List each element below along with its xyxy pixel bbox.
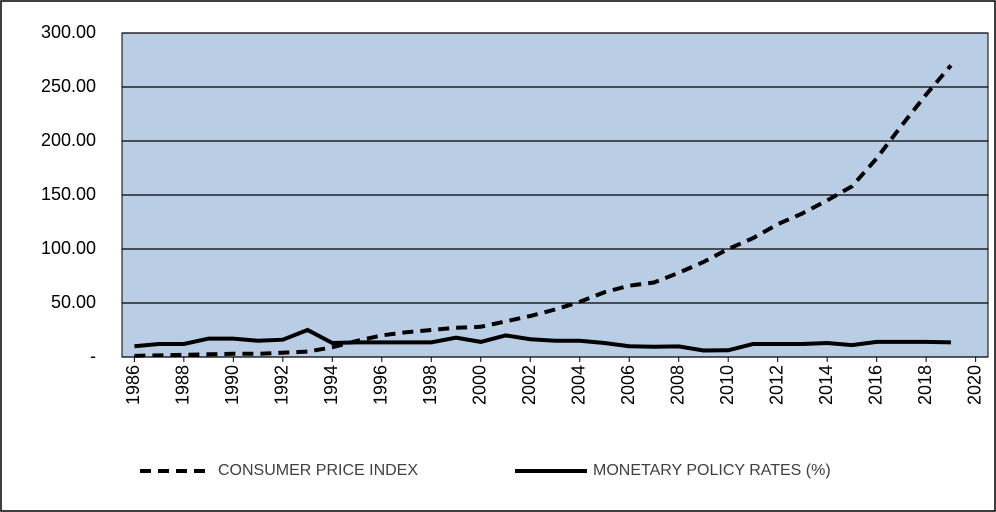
x-tick-label: 2008 bbox=[667, 365, 687, 405]
series-line bbox=[134, 64, 953, 358]
x-tick-label: 1986 bbox=[123, 365, 143, 405]
x-tick-label: 2010 bbox=[717, 365, 737, 405]
y-tick-label: 100.00 bbox=[41, 238, 96, 258]
x-tick-label: 1998 bbox=[420, 365, 440, 405]
y-tick-label: 50.00 bbox=[51, 292, 96, 312]
y-tick-label: - bbox=[90, 346, 96, 366]
y-tick-label: 300.00 bbox=[41, 22, 96, 42]
y-tick-label: 150.00 bbox=[41, 184, 96, 204]
x-tick-label: 1990 bbox=[222, 365, 242, 405]
series-line bbox=[134, 327, 951, 353]
x-tick-label: 1994 bbox=[321, 365, 341, 405]
x-tick-label: 2006 bbox=[618, 365, 638, 405]
legend-label: MONETARY POLICY RATES (%) bbox=[593, 462, 831, 479]
x-tick-label: 1992 bbox=[272, 365, 292, 405]
x-tick-label: 2004 bbox=[568, 365, 588, 405]
x-tick-label: 2020 bbox=[964, 365, 984, 405]
x-tick-label: 2018 bbox=[915, 365, 935, 405]
y-tick-label: 200.00 bbox=[41, 130, 96, 150]
x-tick-label: 2014 bbox=[816, 365, 836, 405]
x-tick-label: 2000 bbox=[470, 365, 490, 405]
x-tick-label: 2002 bbox=[519, 365, 539, 405]
x-tick-label: 1996 bbox=[371, 365, 391, 405]
legend-label: CONSUMER PRICE INDEX bbox=[218, 462, 418, 479]
x-tick-label: 1988 bbox=[173, 365, 193, 405]
x-tick-label: 2012 bbox=[766, 365, 786, 405]
y-tick-label: 250.00 bbox=[41, 76, 96, 96]
x-tick-label: 2016 bbox=[865, 365, 885, 405]
